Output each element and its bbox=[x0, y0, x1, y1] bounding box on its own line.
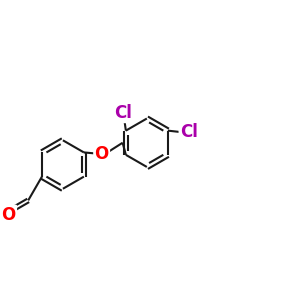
Text: Cl: Cl bbox=[114, 104, 132, 122]
Text: O: O bbox=[94, 145, 109, 163]
Text: Cl: Cl bbox=[180, 123, 198, 141]
Text: O: O bbox=[2, 206, 16, 224]
